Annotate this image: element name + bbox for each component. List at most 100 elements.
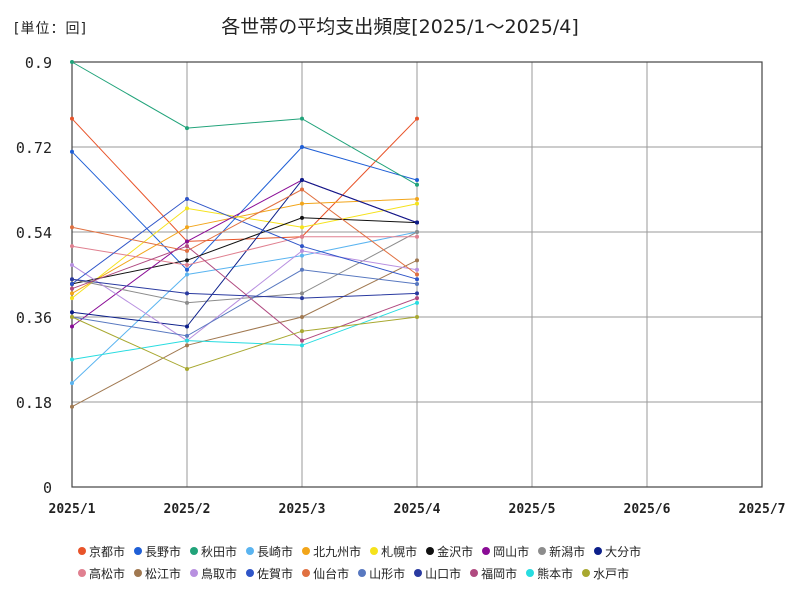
data-point (415, 281, 419, 286)
legend-marker (190, 547, 199, 555)
legend-item: 福岡市 (470, 565, 517, 582)
series-line (71, 269, 418, 337)
legend-item: 仙台市 (302, 565, 349, 582)
y-tick-labels: 0 0.18 0.36 0.54 0.72 0.9 (16, 54, 52, 497)
x-tick-label: 2025/7 (739, 502, 786, 517)
legend-row: 京都市 長野市 秋田市 長崎市 北九州市 札幌市 金沢市 岡山市 新潟市 大分市 (78, 540, 728, 562)
data-point (185, 239, 189, 244)
data-point (185, 206, 189, 211)
data-point (300, 225, 304, 230)
data-point (415, 201, 419, 206)
data-point (300, 248, 304, 253)
legend-item: 長崎市 (246, 543, 293, 560)
data-point (415, 116, 419, 121)
series-line (71, 61, 418, 186)
data-point (70, 296, 74, 301)
legend-label: 高松市 (89, 566, 126, 581)
series-line (71, 217, 418, 285)
data-point (415, 234, 419, 239)
data-point (300, 234, 304, 239)
legend-marker (302, 547, 311, 555)
data-point (70, 225, 74, 230)
chart-title: 各世帯の平均支出頻度[2025/1～2025/4] (221, 16, 579, 38)
legend-item: 山口市 (414, 565, 461, 582)
data-point (415, 277, 419, 282)
legend-label: 大分市 (605, 544, 642, 559)
data-point (415, 291, 419, 296)
data-point (70, 404, 74, 409)
y-tick-label: 0 (43, 479, 52, 497)
axes (71, 61, 763, 488)
legend-marker (370, 547, 379, 555)
series-line (71, 236, 417, 266)
data-point (185, 324, 189, 329)
x-tick-label: 2025/4 (394, 502, 441, 517)
data-point (185, 291, 189, 296)
legend-label: 札幌市 (381, 544, 418, 559)
data-point (185, 263, 189, 268)
data-point (415, 196, 419, 201)
data-point (415, 178, 419, 183)
x-tick-label: 2025/1 (49, 502, 96, 517)
data-point (70, 324, 74, 329)
data-point (70, 310, 74, 315)
series-line (71, 203, 418, 299)
y-tick-label: 0.54 (16, 224, 52, 242)
legend-item: 佐賀市 (246, 565, 293, 582)
data-point (415, 267, 419, 272)
legend-item: 金沢市 (426, 543, 473, 560)
data-point (415, 296, 419, 301)
data-point (70, 60, 74, 64)
data-point (415, 315, 419, 319)
legend-label: 山形市 (369, 566, 406, 581)
legend-item: 札幌市 (370, 543, 417, 560)
data-point (300, 291, 304, 296)
legend-label: 岡山市 (493, 544, 530, 559)
legend-marker (358, 569, 367, 577)
data-point (300, 296, 304, 301)
data-point (70, 286, 74, 291)
legend-item: 京都市 (78, 543, 125, 560)
series-line (71, 278, 418, 299)
data-point (185, 343, 189, 348)
legend-item: 山形市 (358, 565, 405, 582)
x-tick-label: 2025/6 (624, 502, 671, 517)
data-point (300, 201, 304, 206)
legend-item: 新潟市 (538, 543, 585, 560)
legend: 京都市 長野市 秋田市 長崎市 北九州市 札幌市 金沢市 岡山市 新潟市 大分市 高松市 松江市 鳥取… (78, 540, 728, 584)
data-point (185, 333, 189, 338)
series-line (71, 146, 418, 271)
data-point (185, 248, 189, 253)
legend-marker (246, 569, 255, 577)
data-point (300, 187, 304, 192)
legend-marker (482, 547, 491, 555)
data-point (300, 267, 304, 272)
series-line (71, 316, 418, 370)
data-point (70, 244, 74, 249)
legend-item: 鳥取市 (190, 565, 237, 582)
y-tick-label: 0.36 (16, 309, 52, 327)
series-line (71, 245, 418, 342)
legend-marker (134, 547, 143, 555)
data-point (415, 220, 419, 225)
legend-item: 長野市 (134, 543, 181, 560)
legend-marker (78, 547, 86, 555)
x-tick-label: 2025/5 (509, 502, 556, 517)
y-tick-label: 0.18 (16, 394, 52, 412)
legend-label: 福岡市 (481, 566, 518, 581)
data-point (415, 300, 419, 305)
legend-marker (426, 547, 435, 555)
data-point (300, 315, 304, 319)
data-point (70, 315, 74, 319)
legend-label: 秋田市 (201, 544, 238, 559)
data-point (300, 215, 304, 220)
legend-label: 北九州市 (313, 544, 362, 559)
data-point (300, 338, 304, 343)
data-point (185, 196, 189, 201)
x-tick-label: 2025/2 (164, 502, 211, 517)
data-point (185, 300, 189, 305)
legend-label: 長崎市 (257, 544, 294, 559)
data-point (70, 381, 74, 386)
data-point (185, 366, 189, 371)
legend-item: 松江市 (134, 565, 181, 582)
